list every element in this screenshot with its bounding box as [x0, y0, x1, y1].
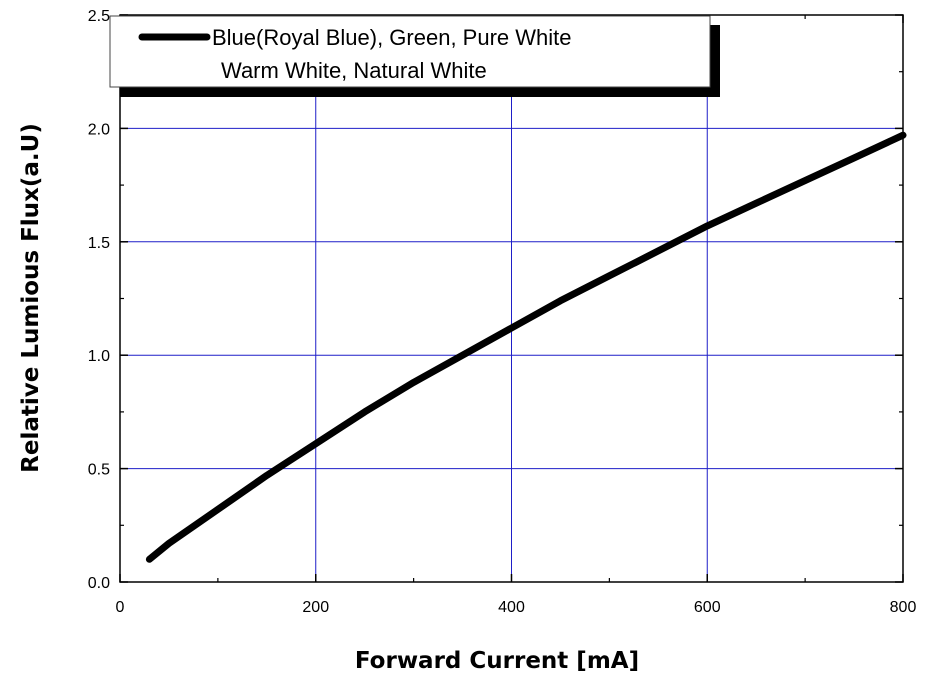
x-tick-label: 0: [116, 599, 125, 616]
x-tick-label: 800: [890, 599, 917, 616]
x-tick-label: 400: [498, 599, 525, 616]
x-tick-labels: 0 200 400 600 800: [116, 599, 917, 616]
legend-label-line-1: Blue(Royal Blue), Green, Pure White: [212, 25, 572, 50]
y-axis-title: Relative Lumious Flux(a.U): [18, 123, 44, 473]
y-tick-label: 2.5: [88, 8, 110, 25]
y-tick-label: 1.0: [88, 348, 110, 365]
x-axis-title: Forward Current [mA]: [355, 648, 639, 674]
series-layer: [145, 131, 907, 563]
y-tick-labels: 0.0 0.5 1.0 1.5 2.0 2.5: [88, 8, 110, 592]
x-tick-label: 200: [302, 599, 329, 616]
y-tick-label: 2.0: [88, 121, 110, 138]
y-tick-label: 1.5: [88, 235, 110, 252]
legend: Blue(Royal Blue), Green, Pure White Warm…: [109, 15, 720, 97]
x-tick-label: 600: [694, 599, 721, 616]
plot-frame: [119, 14, 904, 583]
y-tick-label: 0.0: [88, 575, 110, 592]
series-line: [145, 131, 907, 563]
legend-label-line-2: Warm White, Natural White: [221, 58, 487, 83]
grid: [120, 15, 903, 582]
y-tick-label: 0.5: [88, 462, 110, 479]
legend-box: [109, 15, 711, 88]
